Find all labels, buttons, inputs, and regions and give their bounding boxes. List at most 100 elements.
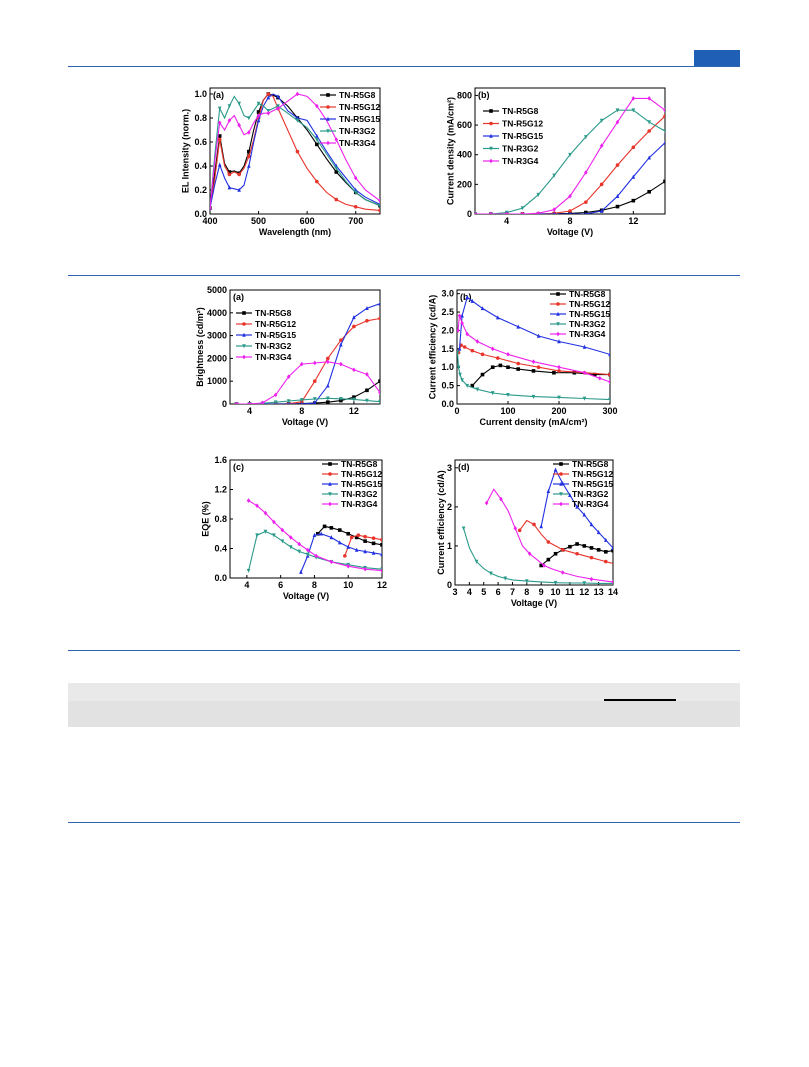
data-point	[552, 207, 556, 212]
data-point	[263, 529, 268, 534]
data-point	[506, 393, 510, 398]
x-axis-label: Voltage (V)	[547, 227, 593, 237]
x-tick-label: 200	[551, 406, 566, 416]
y-tick-label: 0.4	[194, 161, 207, 171]
legend-marker	[559, 462, 563, 466]
x-tick-label: 14	[608, 587, 618, 597]
data-point	[516, 367, 520, 371]
data-point	[227, 185, 232, 190]
y-tick-label: 1	[447, 541, 452, 551]
data-point	[568, 492, 572, 497]
data-point	[315, 137, 319, 142]
x-tick-label: 11	[565, 587, 575, 597]
legend-marker	[328, 472, 332, 476]
data-point	[470, 348, 475, 353]
series-line	[457, 352, 610, 401]
data-point	[539, 524, 543, 529]
series-line	[236, 317, 380, 404]
data-point	[378, 316, 380, 321]
data-point	[217, 137, 222, 142]
data-point	[589, 546, 594, 550]
y-tick-label: 200	[457, 179, 472, 189]
x-tick-label: 9	[539, 587, 544, 597]
y-tick-label: 600	[457, 120, 472, 130]
y-tick-label: 0.4	[214, 544, 227, 554]
data-point	[496, 315, 500, 320]
legend-entry: TN-R5G15	[341, 479, 382, 489]
header-rule	[68, 66, 740, 67]
y-tick-label: 1.0	[441, 362, 454, 372]
data-point	[460, 313, 464, 318]
data-point	[631, 108, 636, 113]
data-point	[337, 528, 342, 532]
y-tick-label: 3	[447, 463, 452, 473]
data-point	[480, 306, 485, 311]
legend-marker	[489, 121, 493, 126]
x-tick-label: 6	[496, 587, 501, 597]
data-point	[365, 305, 369, 311]
data-point	[289, 545, 293, 550]
data-point	[582, 344, 587, 349]
data-point	[460, 320, 464, 326]
data-point	[255, 533, 259, 538]
y-tick-label: 0.6	[194, 137, 207, 147]
legend-entry: TN-R5G15	[572, 479, 613, 489]
plot-frame	[229, 289, 381, 405]
data-point	[315, 133, 319, 138]
y-tick-label: 400	[457, 150, 472, 160]
series-group	[234, 396, 380, 404]
x-tick-label: 8	[567, 216, 572, 226]
data-point	[237, 101, 241, 106]
data-point	[465, 295, 469, 300]
data-point	[363, 566, 367, 572]
legend-marker	[559, 492, 563, 497]
legend-entry: TN-R3G2	[255, 341, 292, 351]
data-point	[300, 401, 303, 404]
data-point	[557, 395, 561, 400]
y-tick-label: 3000	[207, 331, 227, 341]
data-point	[246, 498, 251, 503]
data-point	[496, 356, 500, 360]
y-tick-label: 0	[222, 399, 227, 409]
data-point	[353, 175, 358, 181]
x-tick-label: 6	[278, 580, 283, 590]
data-point	[295, 91, 300, 97]
data-point	[247, 154, 251, 159]
data-point	[263, 510, 268, 516]
series-group	[234, 379, 380, 404]
data-point	[584, 200, 588, 204]
data-point	[552, 370, 556, 375]
data-point	[631, 198, 636, 203]
data-point	[365, 398, 369, 403]
data-point	[663, 107, 665, 113]
data-point	[568, 152, 572, 158]
data-point	[353, 190, 358, 195]
data-point	[380, 537, 382, 542]
data-point	[326, 400, 330, 404]
brightness-chart: 4 8 12 0 1000 2000 3000 4000 5000 Voltage (V) Brig…	[195, 285, 381, 427]
x-tick-label: 4	[247, 406, 252, 416]
data-point	[352, 315, 356, 320]
x-tick-label: 7	[510, 587, 515, 597]
legend-marker	[489, 158, 493, 164]
data-point	[489, 571, 493, 576]
y-tick-label: 0	[467, 209, 472, 219]
data-point	[315, 179, 319, 184]
data-point	[352, 367, 356, 373]
data-point	[363, 539, 367, 543]
data-point	[458, 372, 462, 377]
data-point	[297, 549, 302, 554]
data-point	[584, 135, 588, 140]
section-rule-3	[68, 822, 740, 823]
data-point	[615, 108, 620, 113]
data-point	[339, 342, 343, 347]
y-tick-label: 0	[447, 580, 452, 590]
current-efficiency-vs-density-chart: 0 100 200 300 0.0 0.5 1.0 1.5 2.0 2.5 3.0 Current d…	[427, 289, 617, 427]
data-point	[506, 352, 510, 357]
legend-entry: TN-R3G4	[572, 499, 609, 509]
legend-marker	[556, 311, 560, 316]
y-tick-label: 0.0	[214, 573, 227, 583]
data-point	[326, 396, 330, 401]
y-tick-label: 0.0	[194, 209, 207, 219]
